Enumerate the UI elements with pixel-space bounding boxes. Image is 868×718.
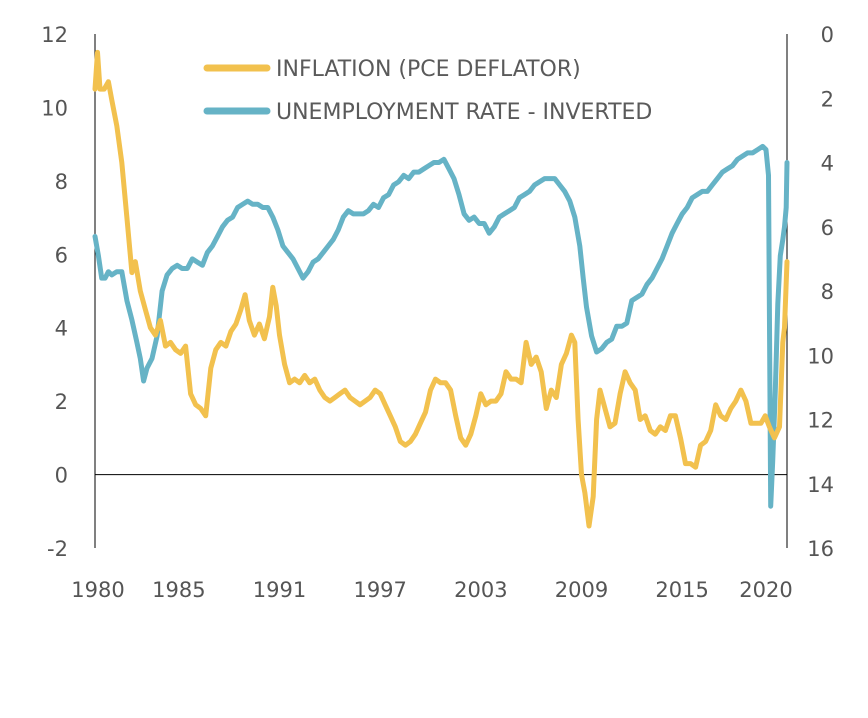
left-tick-label: 2 [55,390,68,414]
right-tick-label: 2 [821,87,834,111]
right-tick-label: 16 [807,537,834,561]
legend: INFLATION (PCE DEFLATOR) UNEMPLOYMENT RA… [203,57,652,125]
right-tick-label: 14 [807,473,834,497]
left-tick-label: 12 [41,23,68,47]
left-tick-label: 6 [55,243,68,267]
right-tick-label: 6 [821,216,834,240]
x-tick-label: 1980 [71,578,124,602]
x-tick-label: 2015 [655,578,708,602]
left-tick-label: 0 [55,464,68,488]
legend-label-unemployment: UNEMPLOYMENT RATE - INVERTED [276,100,652,125]
x-tick-label: 2009 [555,578,608,602]
x-axis-ticks: 1980 1985 1991 1997 2003 2009 2015 2020 [71,578,792,602]
right-tick-label: 10 [807,344,834,368]
series-layer [92,49,790,529]
left-tick-label: 4 [55,317,68,341]
x-tick-label: 2003 [454,578,507,602]
left-axis-ticks: 12 10 8 6 4 2 0 -2 [41,23,68,561]
legend-label-inflation: INFLATION (PCE DEFLATOR) [276,57,581,82]
x-tick-label: 1985 [152,578,205,602]
unemployment-series-line [92,143,790,509]
x-tick-label: 2020 [739,578,792,602]
x-tick-label: 1997 [353,578,406,602]
right-tick-label: 12 [807,409,834,433]
left-tick-label: 10 [41,96,68,120]
x-tick-label: 1991 [253,578,306,602]
left-tick-label: 8 [55,170,68,194]
right-axis-ticks: 0 2 4 6 8 10 12 14 16 [807,23,834,561]
right-tick-label: 4 [821,152,834,176]
right-tick-label: 8 [821,280,834,304]
right-tick-label: 0 [821,23,834,47]
left-tick-label: -2 [47,537,68,561]
inflation-series-line [92,49,790,529]
